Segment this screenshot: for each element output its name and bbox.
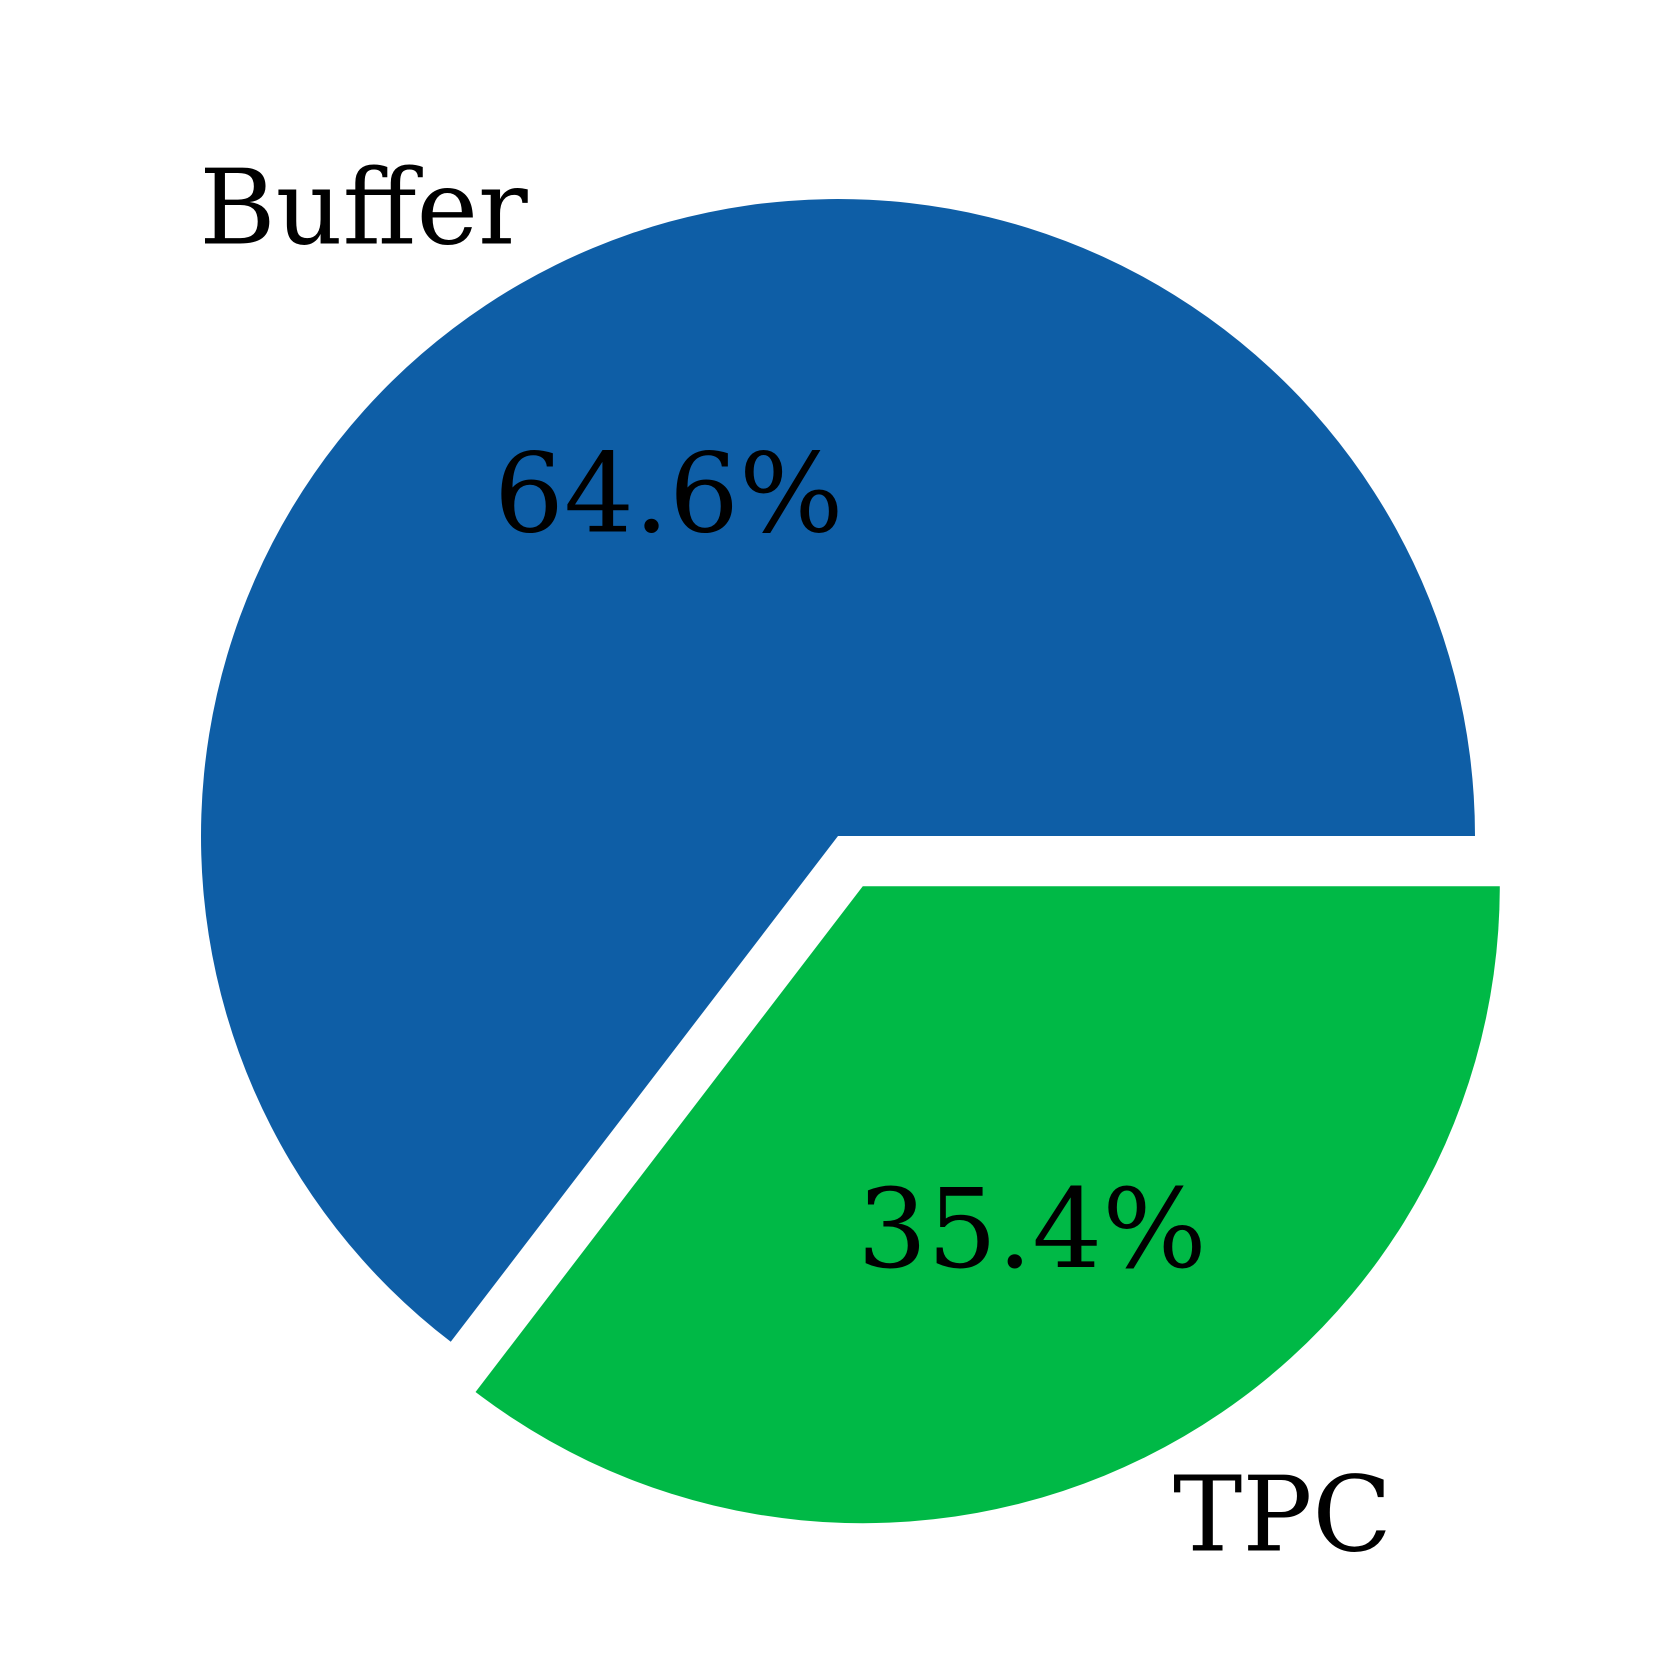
slice-percent-buffer: 64.6%: [494, 429, 843, 557]
pie-slice-tpc: [475, 886, 1500, 1524]
slice-label-buffer: Buffer: [199, 147, 528, 269]
pie-slice-buffer: [201, 199, 1476, 1342]
pie-labels: Buffer 64.6% TPC 35.4%: [199, 147, 1392, 1576]
slice-label-tpc: TPC: [1173, 1453, 1392, 1575]
slice-percent-tpc: 35.4%: [857, 1165, 1206, 1293]
pie-slices: [201, 199, 1500, 1524]
